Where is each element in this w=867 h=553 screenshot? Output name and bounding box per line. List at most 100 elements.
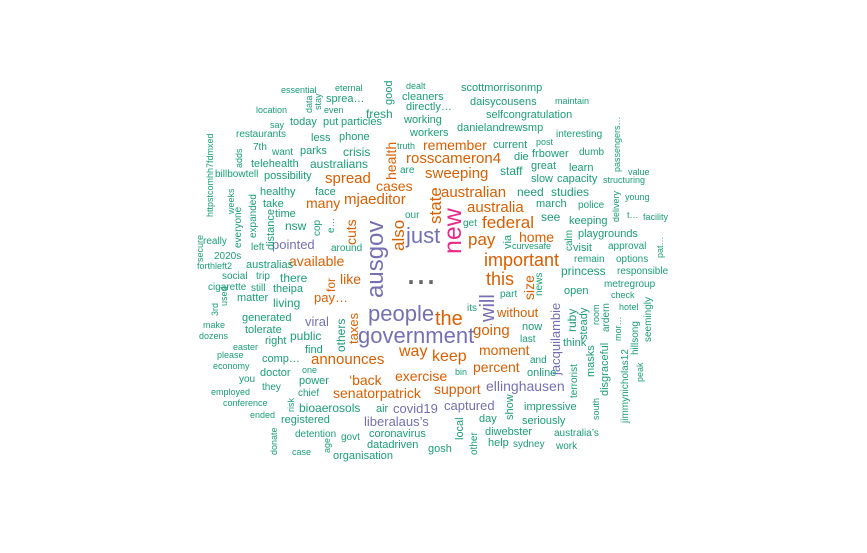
word: still	[251, 283, 266, 294]
word: donate	[269, 427, 279, 455]
word: detention	[295, 429, 337, 440]
word: approval	[608, 241, 647, 252]
word: taxes	[346, 312, 361, 344]
word: captured	[444, 398, 495, 413]
word: help	[488, 437, 509, 449]
word: easter	[233, 342, 259, 352]
word: jimmynicholas12	[620, 349, 631, 423]
word: 7th	[253, 142, 267, 153]
word: weeks	[226, 188, 236, 214]
word: structuring	[603, 175, 646, 185]
word: restaurants	[236, 129, 287, 140]
word: pay	[468, 230, 496, 249]
word: trip	[256, 271, 270, 282]
word: open	[564, 285, 589, 297]
word: day	[479, 413, 497, 425]
word: percent	[473, 359, 520, 375]
word: delivery	[611, 190, 621, 222]
word: employed	[211, 387, 251, 397]
word: used	[219, 286, 229, 306]
word: doctor	[260, 367, 291, 379]
word: expanded	[248, 194, 259, 238]
word: playgrounds	[578, 228, 638, 240]
word: facility	[643, 212, 669, 222]
word: covid19	[393, 401, 438, 416]
word: interesting	[556, 129, 603, 140]
word: public	[290, 329, 322, 343]
word: ausgov	[362, 220, 389, 298]
word: mjaeditor	[344, 191, 406, 208]
word: ended	[250, 410, 276, 420]
word: danielandrewsmp	[457, 122, 544, 134]
word: show	[504, 394, 516, 420]
word: will	[477, 294, 499, 322]
word: others	[334, 318, 348, 352]
word: stay	[313, 93, 323, 110]
word: conference	[223, 398, 268, 408]
word: bioaerosols	[299, 401, 361, 415]
word: pointed	[272, 237, 315, 252]
word: fresh	[366, 107, 393, 121]
word: time	[275, 208, 296, 220]
word: available	[289, 253, 345, 269]
word: social	[222, 271, 248, 282]
word: australia	[467, 199, 524, 216]
word: hillsong	[630, 321, 641, 355]
word: telehealth	[251, 158, 299, 170]
word: dozens	[199, 331, 229, 341]
word: sweeping	[425, 165, 489, 182]
word: die	[514, 151, 529, 163]
word: cuts	[343, 219, 359, 245]
word: say	[270, 120, 285, 130]
word: ellinghausen	[486, 378, 565, 394]
word: pay…	[314, 290, 348, 305]
word: peak	[635, 362, 645, 382]
word: last	[520, 334, 536, 345]
word: frbower	[532, 148, 569, 160]
word: around	[331, 243, 363, 254]
word: support	[434, 381, 481, 397]
word: cases	[376, 178, 413, 194]
word: good	[383, 80, 395, 105]
word: essential	[281, 85, 317, 95]
word: people	[368, 301, 435, 326]
word: metregroup	[604, 279, 656, 290]
word: want	[272, 147, 294, 158]
word: ...	[406, 251, 437, 292]
word: viral	[305, 314, 329, 329]
word: dealt	[406, 81, 426, 91]
word: possibility	[264, 170, 312, 182]
word: moment	[479, 342, 530, 358]
word: federal	[482, 213, 534, 232]
word: see	[541, 210, 561, 224]
word: way	[399, 343, 428, 360]
word: ruby	[565, 308, 579, 332]
word: there	[280, 271, 308, 285]
word: keep	[432, 348, 467, 365]
word: via	[502, 234, 514, 249]
word: secure	[195, 234, 205, 262]
word: 2020s	[214, 251, 242, 262]
word: options	[616, 254, 649, 265]
word: great	[531, 160, 557, 172]
word: many	[306, 195, 341, 211]
word: responsible	[617, 266, 669, 277]
word: less	[311, 132, 331, 144]
word: senatorpatrick	[333, 385, 421, 401]
word: dumb	[579, 147, 605, 158]
word: other	[469, 432, 480, 455]
word: important	[484, 250, 560, 270]
word: its	[467, 303, 477, 314]
word: part	[500, 289, 518, 300]
word: steady	[578, 307, 590, 340]
word: work	[556, 441, 578, 452]
word: economy	[213, 361, 250, 371]
word: australian	[441, 184, 507, 201]
word: take	[263, 198, 284, 210]
word: think	[563, 337, 587, 349]
word: age	[322, 437, 332, 453]
word: parks	[300, 145, 327, 157]
word: staff	[500, 164, 523, 178]
word: passengers…	[612, 116, 622, 172]
